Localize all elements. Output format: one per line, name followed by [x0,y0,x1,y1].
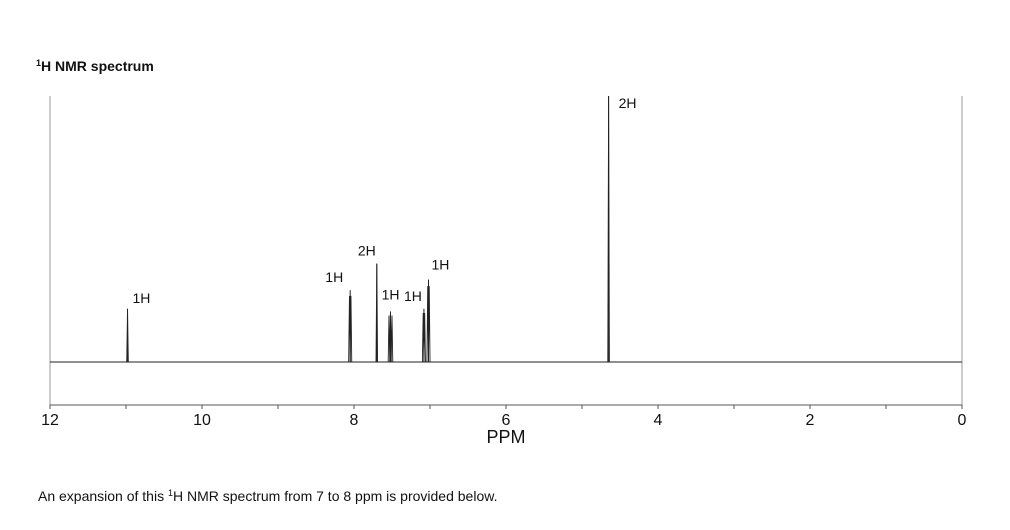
integration-label-3: 1H [382,286,400,302]
title-superscript: 1 [36,58,42,68]
integration-label-1: 1H [325,269,343,285]
caption-superscript: 1 [167,488,173,498]
chart-title: 1H NMR spectrum [36,58,154,74]
integration-label-2: 2H [358,243,376,259]
x-tick-label: 4 [654,412,663,429]
caption-text: An expansion of this 1H NMR spectrum fro… [38,488,497,504]
spectrum-trace [50,95,962,363]
integration-label-5: 1H [431,257,449,273]
x-tick-label: 8 [350,412,359,429]
caption-after: H NMR spectrum from 7 to 8 ppm is provid… [173,488,498,504]
integration-label-6: 2H [619,95,637,111]
integration-label-0: 1H [133,290,151,306]
title-text: H NMR spectrum [41,58,154,74]
caption-before: An expansion of this [38,488,168,504]
x-tick-label: 6 [502,412,511,429]
x-tick-label: 10 [193,412,211,429]
x-axis: 12 10 8 6 4 2 0 PPM [41,404,967,447]
x-tick-label: 12 [41,412,59,429]
x-axis-label: PPM [486,427,525,447]
spectrum-trace-group [50,95,962,363]
x-tick-label: 0 [958,412,967,429]
plot-frame [49,96,963,405]
x-tick-label: 2 [806,412,815,429]
integration-label-4: 1H [404,288,422,304]
